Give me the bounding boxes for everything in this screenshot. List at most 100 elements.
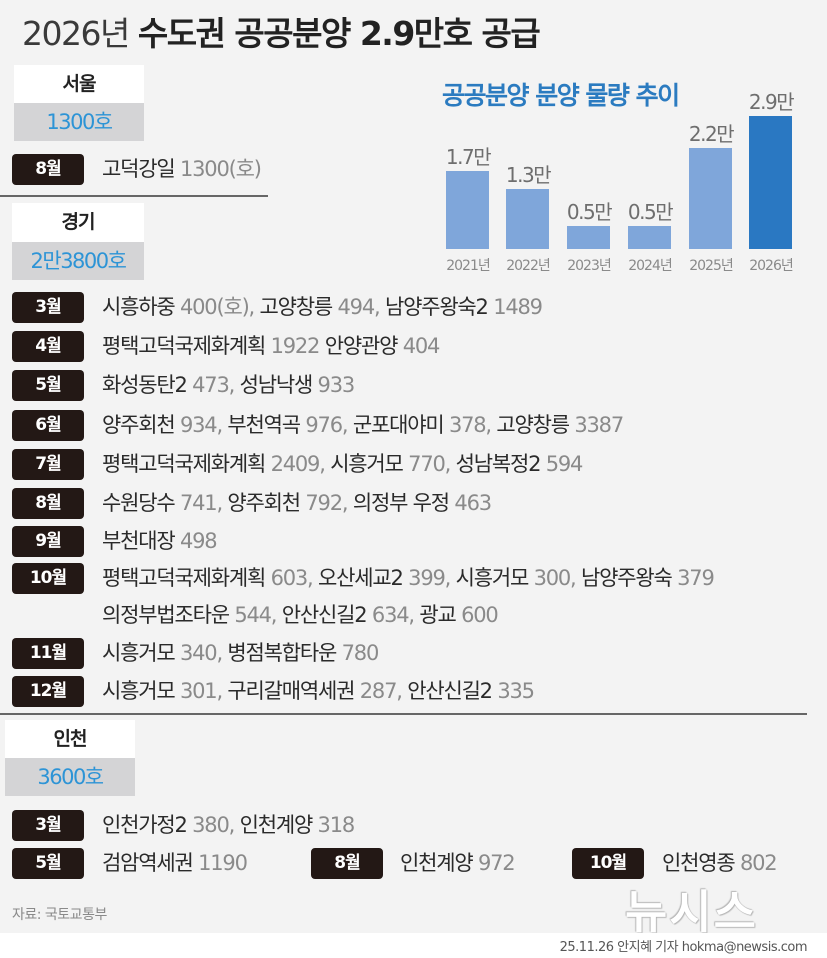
region-label-gyeonggi: 경기 bbox=[12, 203, 144, 242]
project-name: 구리갈매역세권 bbox=[227, 679, 355, 703]
title-main: 수도권 공공분양 2.9만호 공급 bbox=[137, 14, 541, 53]
byline-credit: 25.11.26 안지혜 기자 hokma@newsis.com bbox=[559, 940, 808, 955]
page-title: 2026년 수도권 공공분양 2.9만호 공급 bbox=[22, 12, 541, 56]
bar-5 bbox=[749, 116, 792, 249]
unit-count: 603, bbox=[270, 566, 314, 590]
project-name: 안양관양 bbox=[324, 334, 399, 358]
month-badge: 10월 bbox=[12, 563, 84, 594]
month-badge: 10월 bbox=[572, 848, 644, 879]
project-name: 시흥거모 bbox=[330, 452, 404, 476]
project-name: 고양창릉 bbox=[496, 413, 570, 437]
month-badge: 5월 bbox=[12, 848, 84, 879]
schedule-row: 화성동탄2 473, 성남낙생 933 bbox=[102, 370, 356, 401]
unit-count: 770, bbox=[408, 452, 451, 476]
bar-1 bbox=[506, 189, 549, 249]
project-name: 의정부 우정 bbox=[352, 491, 450, 515]
unit-count: 379 bbox=[677, 566, 715, 590]
schedule-row: 평택고덕국제화계획 2409, 시흥거모 770, 성남복정2 594 bbox=[102, 449, 584, 480]
project-name: 의정부법조타운 bbox=[102, 603, 230, 627]
project-name: 시흥거모 bbox=[102, 679, 176, 703]
unit-count: 934, bbox=[179, 413, 223, 437]
unit-count: 1190 bbox=[198, 851, 248, 875]
bar-value-label: 0.5만 bbox=[627, 200, 674, 224]
project-name: 안산신길2 bbox=[281, 603, 368, 627]
project-name: 인천영종 bbox=[662, 851, 736, 875]
project-name: 검암역세권 bbox=[102, 851, 194, 875]
project-name: 고양창릉 bbox=[259, 295, 334, 319]
bar-value-label: 2.9만 bbox=[748, 90, 795, 114]
unit-count: 473, bbox=[192, 373, 235, 397]
unit-count: 741, bbox=[179, 491, 223, 515]
project-name: 양주회천 bbox=[227, 491, 301, 515]
newsis-watermark-logo: 뉴시스 bbox=[625, 885, 758, 939]
unit-count: 380, bbox=[192, 813, 235, 837]
unit-count: 404 bbox=[402, 334, 441, 358]
section-divider bbox=[0, 195, 268, 197]
region-total-incheon: 3600호 bbox=[5, 758, 135, 796]
project-name: 광교 bbox=[419, 603, 456, 627]
unit-count: 1922 bbox=[270, 334, 321, 358]
region-total-seoul: 1300호 bbox=[14, 103, 144, 141]
project-name: 남양주왕숙2 bbox=[384, 295, 489, 319]
unit-count: 792, bbox=[305, 491, 348, 515]
unit-count: 300, bbox=[533, 566, 577, 590]
bar-4 bbox=[689, 148, 732, 249]
unit-count: 301, bbox=[179, 679, 223, 703]
bar-2 bbox=[567, 226, 610, 249]
unit-count: 780 bbox=[341, 641, 380, 665]
schedule-row: 수원당수 741, 양주회천 792, 의정부 우정 463 bbox=[102, 488, 492, 519]
project-name: 인천계양 bbox=[239, 813, 314, 837]
month-badge: 8월 bbox=[12, 154, 84, 185]
bar-year-label: 2022년 bbox=[506, 258, 551, 274]
schedule-row: 평택고덕국제화계획 1922 안양관양 404 bbox=[102, 331, 441, 362]
schedule-row: 인천가정2 380, 인천계양 318 bbox=[102, 810, 356, 841]
unit-count: 287, bbox=[359, 679, 403, 703]
project-name: 오산세교2 bbox=[318, 566, 404, 590]
unit-count: 634, bbox=[371, 603, 415, 627]
project-name: 평택고덕국제화계획 bbox=[102, 334, 266, 358]
schedule-row: 인천영종 802 bbox=[662, 848, 778, 879]
month-badge: 5월 bbox=[12, 370, 84, 401]
unit-count: 378, bbox=[448, 413, 492, 437]
schedule-row: 시흥거모 340, 병점복합타운 780 bbox=[102, 638, 380, 669]
unit-count: 972 bbox=[477, 851, 516, 875]
bar-year-label: 2025년 bbox=[689, 258, 734, 274]
project-name: 부천역곡 bbox=[227, 413, 301, 437]
month-badge: 8월 bbox=[311, 848, 383, 879]
unit-count: 318 bbox=[317, 813, 356, 837]
project-name: 화성동탄2 bbox=[102, 373, 188, 397]
unit-count: 594 bbox=[545, 452, 584, 476]
bar-value-label: 1.7만 bbox=[445, 145, 492, 169]
bar-year-label: 2026년 bbox=[749, 258, 794, 274]
bar-year-label: 2024년 bbox=[628, 258, 673, 274]
unit-count: 544, bbox=[234, 603, 277, 627]
month-badge: 3월 bbox=[12, 810, 84, 841]
bar-3 bbox=[628, 226, 671, 249]
footer-band bbox=[0, 933, 827, 958]
unit-count: 463 bbox=[454, 491, 492, 515]
project-name: 병점복합타운 bbox=[227, 641, 337, 665]
schedule-row: 인천계양 972 bbox=[400, 848, 516, 879]
project-name: 남양주왕숙 bbox=[581, 566, 673, 590]
project-name: 시흥거모 bbox=[102, 641, 176, 665]
unit-count: 802 bbox=[739, 851, 778, 875]
project-name: 군포대야미 bbox=[352, 413, 445, 437]
project-name: 안산신길2 bbox=[407, 679, 493, 703]
month-badge: 12월 bbox=[12, 676, 84, 707]
schedule-row: 검암역세권 1190 bbox=[102, 848, 248, 879]
seoul-row-8: 고덕강일 1300(호) bbox=[102, 157, 262, 181]
project-name: 성남복정2 bbox=[455, 452, 542, 476]
project-name: 양주회천 bbox=[102, 413, 176, 437]
project-name: 시흥거모 bbox=[455, 566, 530, 590]
unit-count: 494, bbox=[337, 295, 381, 319]
section-divider bbox=[0, 713, 807, 715]
month-badge: 3월 bbox=[12, 292, 84, 323]
schedule-row: 양주회천 934, 부천역곡 976, 군포대야미 378, 고양창릉 3387 bbox=[102, 410, 624, 441]
project-name: 수원당수 bbox=[102, 491, 176, 515]
chart-title: 공공분양 분양 물량 추이 bbox=[442, 81, 680, 110]
project-name: 평택고덕국제화계획 bbox=[102, 452, 266, 476]
month-badge: 6월 bbox=[12, 410, 84, 441]
schedule-row: 부천대장 498 bbox=[102, 526, 218, 557]
region-label-seoul: 서울 bbox=[14, 65, 144, 103]
unit-count: 933 bbox=[317, 373, 356, 397]
